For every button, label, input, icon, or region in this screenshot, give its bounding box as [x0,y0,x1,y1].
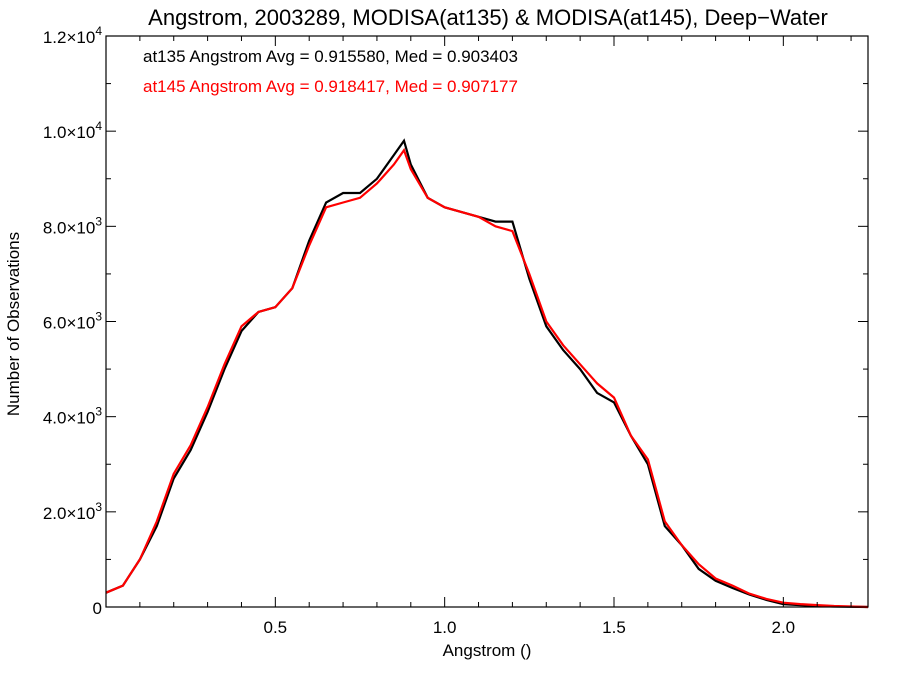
y-tick-label-3: 6.0×103 [43,310,102,333]
plot-frame [105,35,869,608]
y-tick-label-5: 1.0×104 [43,119,102,142]
x-tick-label-2: 1.5 [602,618,626,637]
chart-title: Angstrom, 2003289, MODISA(at135) & MODIS… [148,5,828,30]
tick-layer: 0.5 1.0 1.5 2.0 0 2.0×103 4.0×103 6.0×103 8.0×10… [43,24,868,637]
y-axis-label: Number of Observations [4,232,23,416]
y-tick-label-4: 8.0×103 [43,214,102,237]
stat-annotation-at135: at135 Angstrom Avg = 0.915580, Med = 0.9… [143,47,518,66]
y-tick-label-6: 1.2×104 [43,24,102,47]
y-tick-label-2: 4.0×103 [43,405,102,428]
y-tick-label-1: 2.0×103 [43,500,102,523]
series-layer [105,138,869,609]
y-tick-label-0: 0 [93,599,102,618]
x-axis-label: Angstrom () [443,641,532,660]
series-line-1 [105,147,869,609]
x-tick-label-1: 1.0 [433,618,457,637]
x-tick-label-0: 0.5 [264,618,288,637]
x-tick-label-3: 2.0 [772,618,796,637]
stat-annotation-at145: at145 Angstrom Avg = 0.918417, Med = 0.9… [143,77,518,96]
